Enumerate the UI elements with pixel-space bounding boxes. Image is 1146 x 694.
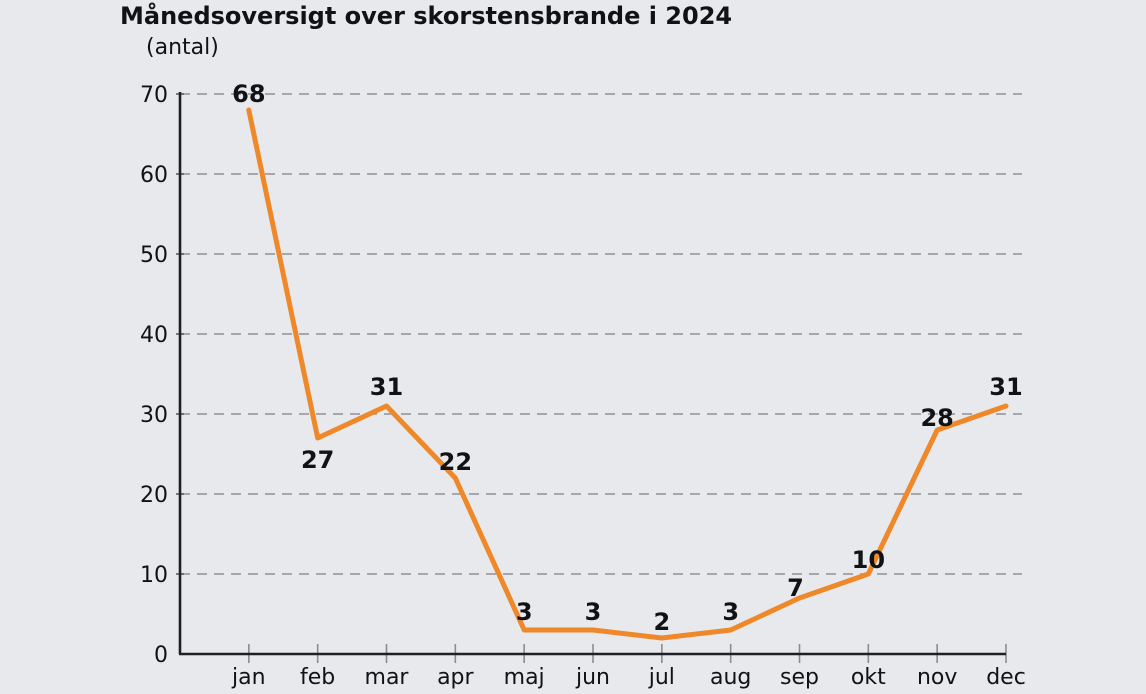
data-line [246, 107, 1009, 641]
y-tick-label: 30 [140, 403, 168, 428]
data-label: 3 [585, 598, 602, 626]
y-tick-label: 70 [140, 83, 168, 108]
chart-unit-label: (antal) [146, 35, 219, 60]
x-tick-label: feb [300, 665, 335, 690]
x-tick-label: nov [917, 665, 957, 690]
data-label: 27 [301, 446, 334, 474]
x-tick-label: mar [365, 665, 410, 690]
data-label: 28 [920, 404, 953, 432]
data-label: 31 [989, 373, 1022, 401]
x-tick-label: apr [437, 665, 474, 690]
data-label: 3 [516, 598, 533, 626]
data-label: 22 [439, 448, 472, 476]
data-label: 68 [232, 80, 265, 108]
x-tick-label: maj [504, 665, 545, 690]
data-label: 10 [852, 546, 885, 574]
y-tick-label: 60 [140, 163, 168, 188]
x-tick-label: okt [851, 665, 886, 690]
x-tick-label: dec [986, 665, 1026, 690]
data-label: 3 [722, 598, 739, 626]
y-tick-label: 10 [140, 563, 168, 588]
x-tick-label: jan [231, 665, 266, 690]
data-label: 31 [370, 373, 403, 401]
x-tick-label: sep [780, 665, 819, 690]
chart-title: Månedsoversigt over skorstensbrande i 20… [120, 2, 733, 30]
x-tick-label: aug [710, 665, 751, 690]
data-label: 7 [787, 574, 804, 602]
y-tick-label: 50 [140, 243, 168, 268]
x-tick-label: jun [575, 665, 610, 690]
y-tick-label: 0 [154, 643, 168, 668]
y-tick-label: 20 [140, 483, 168, 508]
x-tick-label: jul [648, 665, 675, 690]
y-tick-label: 40 [140, 323, 168, 348]
data-label: 2 [653, 608, 670, 636]
